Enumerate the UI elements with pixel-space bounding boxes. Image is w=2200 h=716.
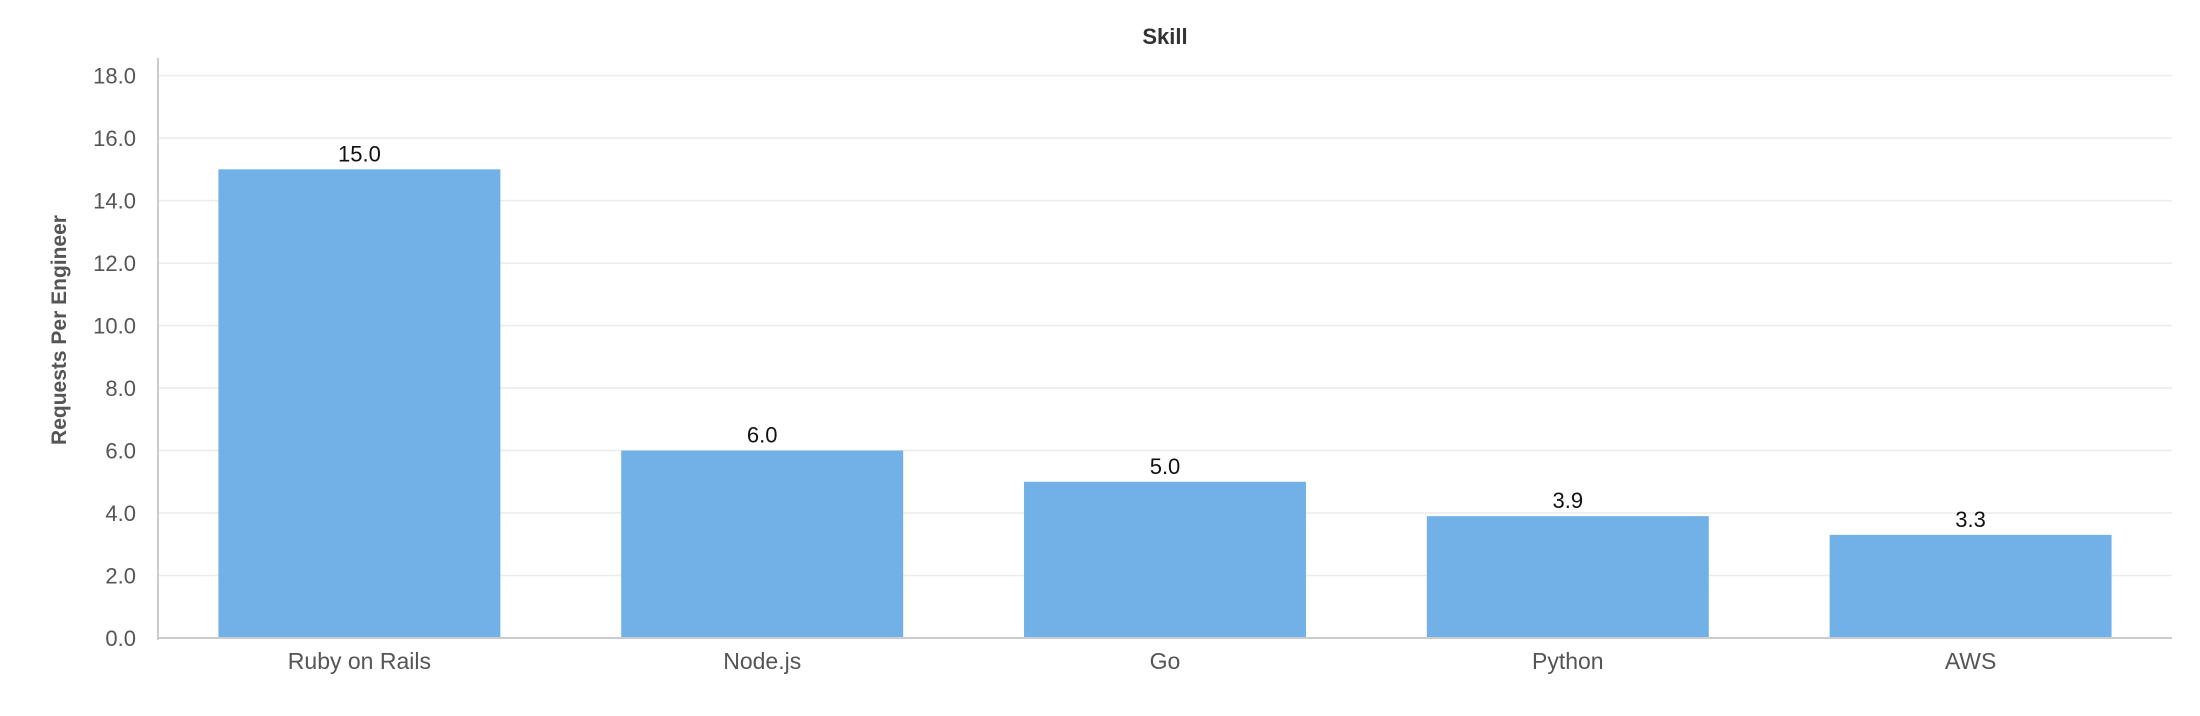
data-label: 6.0 [747,423,778,448]
y-tick-label: 14.0 [93,189,136,214]
labels: 0.0 2.0 4.0 6.0 8.0 10.0 12.0 14.0 16.0 18.0 15.0 R… [93,64,1996,674]
data-label: 5.0 [1150,454,1181,479]
y-tick-label: 2.0 [105,564,136,589]
y-tick-label: 4.0 [105,501,136,526]
y-tick-label: 12.0 [93,251,136,276]
y-axis-label: Requests Per Engineer [48,215,71,445]
bar [621,450,904,638]
y-tick-label: 0.0 [105,626,136,651]
y-tick-label: 10.0 [93,314,136,339]
y-tick-label: 8.0 [105,376,136,401]
x-tick-label: AWS [1945,648,1997,674]
x-tick-label: Node.js [723,648,801,674]
x-tick-label: Ruby on Rails [288,648,431,674]
chart-title: Skill [1142,24,1187,49]
data-label: 3.3 [1955,507,1986,532]
bar [1829,534,2112,638]
x-tick-label: Go [1150,648,1181,674]
bar [1024,481,1306,638]
y-tick-label: 16.0 [93,126,136,151]
data-label: 3.9 [1553,488,1584,513]
x-tick-label: Python [1532,648,1604,674]
data-label: 15.0 [338,141,381,166]
bar [1426,516,1709,638]
axes [157,58,2172,640]
y-tick-label: 6.0 [105,439,136,464]
bar [218,169,501,638]
y-tick-label: 18.0 [93,64,136,89]
bars [218,169,2112,638]
